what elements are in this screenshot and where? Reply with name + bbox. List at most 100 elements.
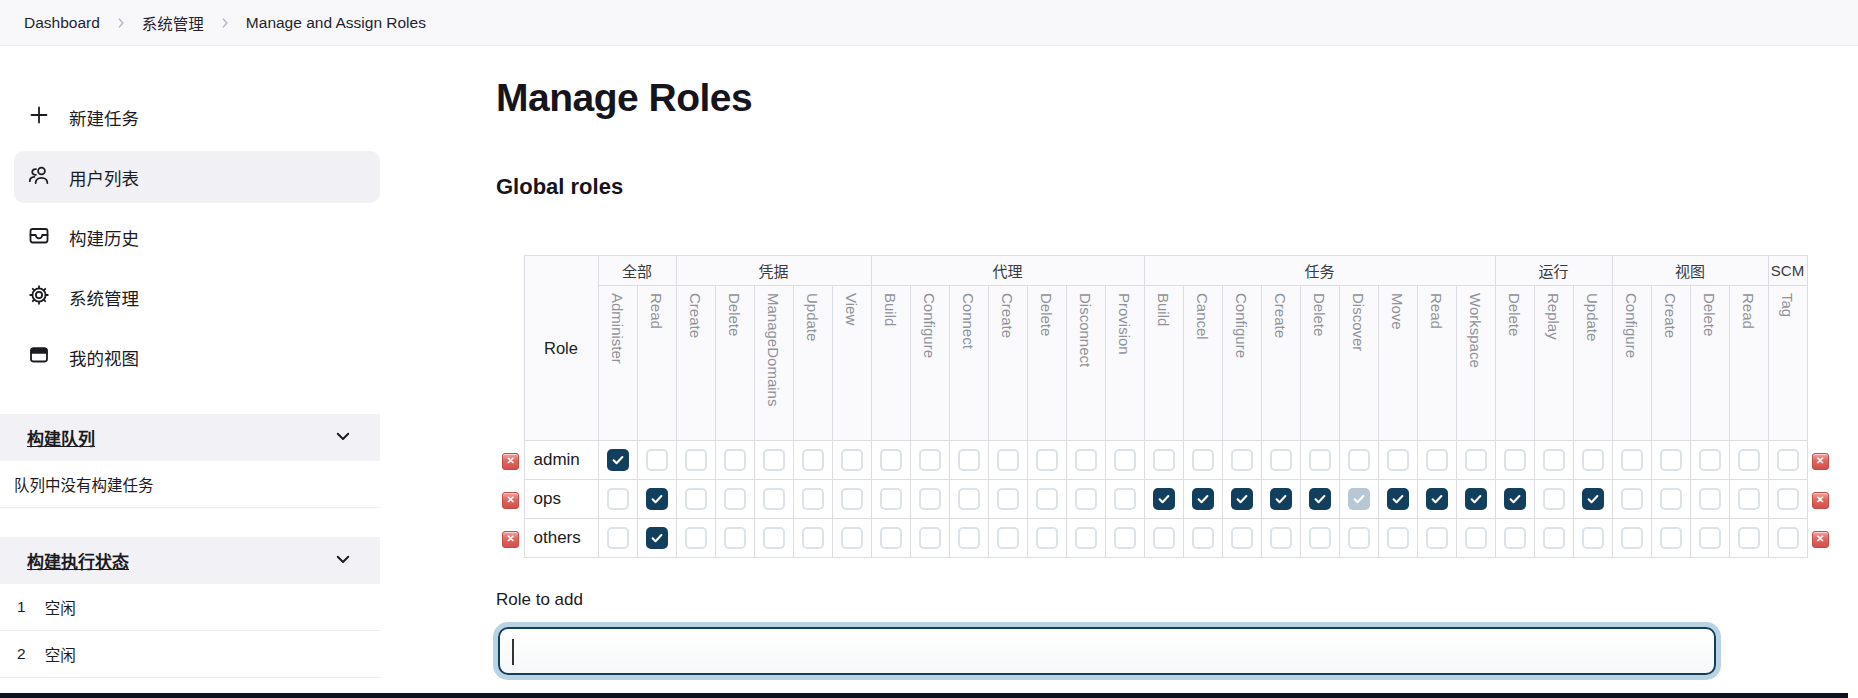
permission-checkbox[interactable] — [1348, 527, 1370, 549]
permission-checkbox[interactable] — [880, 488, 902, 510]
permission-checkbox[interactable] — [841, 449, 863, 471]
permission-checkbox[interactable] — [880, 527, 902, 549]
delete-role-button red-x-icon[interactable]: ✕ — [1812, 492, 1829, 509]
build-queue-header[interactable]: 构建队列 — [0, 414, 380, 461]
delete-role-button red-x-icon[interactable]: ✕ — [502, 453, 519, 470]
permission-checkbox[interactable] — [646, 488, 668, 510]
permission-checkbox[interactable] — [958, 449, 980, 471]
executor-status-header[interactable]: 构建执行状态 — [0, 537, 380, 584]
permission-checkbox[interactable] — [724, 449, 746, 471]
permission-checkbox[interactable] — [841, 488, 863, 510]
role-to-add-input[interactable] — [498, 627, 1716, 675]
delete-role-button red-x-icon[interactable]: ✕ — [502, 531, 519, 548]
permission-checkbox[interactable] — [724, 488, 746, 510]
permission-checkbox[interactable] — [763, 488, 785, 510]
permission-checkbox[interactable] — [646, 527, 668, 549]
permission-checkbox[interactable] — [1075, 527, 1097, 549]
sidebar-item-new-job[interactable]: 新建任务 — [14, 91, 380, 143]
permission-checkbox[interactable] — [958, 488, 980, 510]
permission-checkbox[interactable] — [1231, 527, 1253, 549]
permission-checkbox[interactable] — [997, 488, 1019, 510]
permission-checkbox[interactable] — [1582, 449, 1604, 471]
permission-checkbox[interactable] — [1738, 449, 1760, 471]
permission-checkbox[interactable] — [1075, 449, 1097, 471]
permission-checkbox[interactable] — [1582, 488, 1604, 510]
sidebar-item-user-list[interactable]: 用户列表 — [14, 151, 380, 203]
delete-role-button red-x-icon[interactable]: ✕ — [502, 492, 519, 509]
permission-checkbox[interactable] — [763, 527, 785, 549]
permission-checkbox[interactable] — [1543, 488, 1565, 510]
permission-checkbox[interactable] — [685, 527, 707, 549]
permission-checkbox[interactable] — [1738, 527, 1760, 549]
delete-role-button red-x-icon[interactable]: ✕ — [1812, 453, 1829, 470]
breadcrumb-item-current[interactable]: Manage and Assign Roles — [246, 14, 426, 32]
permission-checkbox[interactable] — [1465, 527, 1487, 549]
permission-checkbox[interactable] — [685, 488, 707, 510]
permission-checkbox[interactable] — [1465, 488, 1487, 510]
permission-checkbox[interactable] — [1504, 527, 1526, 549]
permission-checkbox[interactable] — [1660, 449, 1682, 471]
permission-checkbox[interactable] — [1153, 449, 1175, 471]
permission-checkbox[interactable] — [1699, 449, 1721, 471]
permission-checkbox[interactable] — [1309, 488, 1331, 510]
permission-checkbox[interactable] — [802, 449, 824, 471]
permission-checkbox[interactable] — [1270, 488, 1292, 510]
permission-checkbox[interactable] — [1504, 449, 1526, 471]
permission-checkbox[interactable] — [1114, 449, 1136, 471]
permission-checkbox[interactable] — [1036, 527, 1058, 549]
permission-checkbox[interactable] — [1699, 527, 1721, 549]
permission-checkbox[interactable] — [802, 527, 824, 549]
permission-checkbox[interactable] — [1426, 488, 1448, 510]
permission-checkbox[interactable] — [1192, 449, 1214, 471]
permission-checkbox[interactable] — [1036, 449, 1058, 471]
permission-checkbox[interactable] — [1114, 488, 1136, 510]
permission-checkbox[interactable] — [1426, 449, 1448, 471]
breadcrumb-item-system-management[interactable]: 系统管理 — [142, 12, 204, 34]
permission-checkbox[interactable] — [1699, 488, 1721, 510]
permission-checkbox[interactable] — [607, 449, 629, 471]
permission-checkbox[interactable] — [1777, 449, 1799, 471]
permission-checkbox[interactable] — [802, 488, 824, 510]
permission-checkbox[interactable] — [1777, 488, 1799, 510]
permission-checkbox[interactable] — [1543, 527, 1565, 549]
permission-checkbox[interactable] — [1621, 449, 1643, 471]
permission-checkbox[interactable] — [1075, 488, 1097, 510]
permission-checkbox[interactable] — [1738, 488, 1760, 510]
permission-checkbox[interactable] — [841, 527, 863, 549]
permission-checkbox[interactable] — [685, 449, 707, 471]
sidebar-item-build-history[interactable]: 构建历史 — [14, 211, 380, 263]
sidebar-item-system-management[interactable]: 系统管理 — [14, 271, 380, 323]
permission-checkbox[interactable] — [919, 488, 941, 510]
permission-checkbox[interactable] — [1543, 449, 1565, 471]
permission-checkbox[interactable] — [646, 449, 668, 471]
permission-checkbox[interactable] — [1621, 488, 1643, 510]
permission-checkbox[interactable] — [1582, 527, 1604, 549]
permission-checkbox[interactable] — [1036, 488, 1058, 510]
permission-checkbox[interactable] — [1270, 449, 1292, 471]
permission-checkbox[interactable] — [1387, 449, 1409, 471]
permission-checkbox[interactable] — [607, 488, 629, 510]
permission-checkbox[interactable] — [919, 527, 941, 549]
permission-checkbox[interactable] — [997, 527, 1019, 549]
permission-checkbox[interactable] — [919, 449, 941, 471]
permission-checkbox[interactable] — [1153, 488, 1175, 510]
permission-checkbox[interactable] — [1309, 449, 1331, 471]
permission-checkbox[interactable] — [1426, 527, 1448, 549]
breadcrumb-item-dashboard[interactable]: Dashboard — [24, 14, 100, 32]
permission-checkbox[interactable] — [1192, 488, 1214, 510]
permission-checkbox[interactable] — [1114, 527, 1136, 549]
permission-checkbox[interactable] — [1270, 527, 1292, 549]
permission-checkbox[interactable] — [1192, 527, 1214, 549]
permission-checkbox[interactable] — [958, 527, 980, 549]
sidebar-item-my-views[interactable]: 我的视图 — [14, 331, 380, 383]
permission-checkbox[interactable] — [1309, 527, 1331, 549]
permission-checkbox[interactable] — [880, 449, 902, 471]
permission-checkbox[interactable] — [1231, 449, 1253, 471]
permission-checkbox[interactable] — [607, 527, 629, 549]
permission-checkbox[interactable] — [1348, 488, 1370, 510]
permission-checkbox[interactable] — [1504, 488, 1526, 510]
delete-role-button red-x-icon[interactable]: ✕ — [1812, 531, 1829, 548]
permission-checkbox[interactable] — [1231, 488, 1253, 510]
permission-checkbox[interactable] — [724, 527, 746, 549]
permission-checkbox[interactable] — [1660, 488, 1682, 510]
